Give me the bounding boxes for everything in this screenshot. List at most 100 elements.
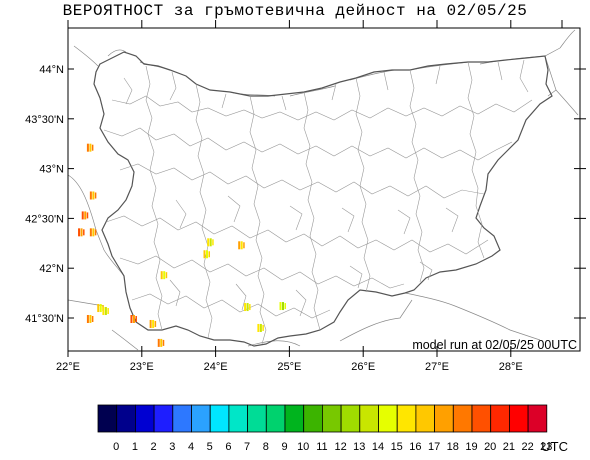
thunder-patch	[86, 314, 94, 323]
thunder-cell	[165, 272, 168, 279]
colorbar-swatch	[508, 404, 529, 433]
thunder-patch	[257, 323, 264, 332]
thunder-cell	[152, 319, 155, 328]
colorbar-swatch	[471, 404, 492, 433]
thunder-cell	[97, 304, 100, 313]
colorbar-swatch	[340, 404, 361, 433]
thunder-cell	[160, 271, 163, 280]
colorbar-label: 17	[428, 441, 440, 453]
lat-tick-label: 43°N	[39, 164, 64, 176]
lon-tick-label: 25°E	[277, 361, 301, 373]
thunder-cell	[92, 191, 95, 200]
thunder-cell	[162, 339, 165, 346]
lat-tick-label: 42°30'N	[25, 213, 64, 225]
neighbour-border	[555, 29, 579, 116]
thunder-cell	[89, 191, 92, 200]
colorbar-swatch	[265, 404, 286, 433]
colorbar-label: 15	[391, 441, 403, 453]
thunder-cell	[84, 211, 87, 220]
colorbar-swatch	[490, 404, 510, 433]
thunder-cell	[94, 192, 97, 199]
colorbar-label: 16	[409, 441, 421, 453]
thunder-patch	[89, 228, 97, 237]
thunder-cell	[282, 302, 285, 311]
thunder-cell	[240, 241, 243, 250]
colorbar-label: 2	[151, 441, 157, 453]
thunder-cell	[212, 239, 214, 246]
lon-tick-label: 28°E	[499, 361, 523, 373]
colorbar-swatch	[359, 404, 379, 433]
colorbar-label: 12	[334, 441, 346, 453]
map-layer	[68, 29, 579, 351]
thunder-cell	[206, 250, 209, 259]
model-run-label: model run at 02/05/25 00UTC	[412, 338, 577, 352]
colorbar-label: 3	[169, 441, 175, 453]
colorbar-swatch	[303, 404, 323, 433]
colorbar-label: 8	[263, 441, 269, 453]
colorbar-label: 4	[188, 441, 194, 453]
thunder-cell	[86, 314, 89, 323]
thunder-cell	[94, 229, 97, 236]
thunder-cell	[80, 228, 83, 237]
thunder-cell	[91, 315, 94, 322]
thunder-cell	[249, 304, 251, 311]
thunderstorm-patches	[78, 143, 287, 347]
colorbar-swatch	[191, 404, 211, 433]
colorbar: 0 1 2 3 4 5 6 7 8 9 10 11 12 13 14 15 16 17 18 19 20 21 22 23UT…	[97, 404, 568, 454]
thunder-patch	[78, 228, 85, 237]
lon-tick-label: 22°E	[56, 361, 80, 373]
colorbar-swatch	[209, 404, 230, 433]
thunder-cell	[238, 241, 241, 250]
thunder-cell	[81, 211, 84, 220]
thunder-cell	[99, 304, 102, 313]
colorbar-label: 14	[372, 441, 384, 453]
colorbar-swatch	[378, 404, 398, 433]
thunder-cell	[244, 303, 247, 312]
colorbar-swatch	[527, 404, 548, 433]
lat-tick-label: 42°N	[39, 263, 64, 275]
thunder-cell	[135, 315, 137, 322]
map-title: ВЕРОЯТНОСТ за гръмотевична дейност на 02…	[62, 2, 528, 20]
colorbar-label: 1	[132, 441, 138, 453]
thunder-cell	[149, 319, 152, 328]
thunder-cell	[257, 323, 260, 332]
colorbar-swatch	[247, 404, 267, 433]
colorbar-swatch	[153, 404, 174, 433]
thunder-cell	[207, 238, 210, 247]
colorbar-label: 18	[447, 441, 459, 453]
colorbar-swatch	[228, 404, 248, 433]
colorbar-label: 5	[207, 441, 213, 453]
colorbar-swatch	[434, 404, 454, 433]
thunder-cell	[243, 242, 245, 249]
colorbar-label: 19	[465, 441, 477, 453]
colorbar-label: 9	[281, 441, 287, 453]
thunder-cell	[102, 307, 105, 316]
thunder-cell	[130, 314, 133, 323]
thunder-patch	[157, 338, 165, 347]
lon-tick-label: 23°E	[130, 361, 154, 373]
thunder-cell	[157, 338, 160, 347]
thunder-patch	[81, 211, 89, 220]
lat-tick-label: 44°N	[39, 64, 64, 76]
colorbar-label: 23	[540, 441, 552, 453]
colorbar-label: 13	[353, 441, 365, 453]
colorbar-swatch	[452, 404, 473, 433]
thunder-patch	[160, 271, 168, 280]
colorbar-swatch	[97, 404, 118, 433]
thunder-patch	[238, 241, 245, 250]
colorbar-unit: UTC	[541, 439, 568, 454]
thunder-cell	[208, 251, 211, 258]
thunder-cell	[154, 320, 157, 327]
thunder-cell	[132, 314, 135, 323]
lon-tick-label: 27°E	[425, 361, 449, 373]
colorbar-label: 11	[316, 441, 327, 453]
thunder-cell	[284, 303, 287, 310]
latitude-axis: 44°N 43°30'N 43°N 42°30'N 42°N 41°30'N	[25, 64, 586, 325]
bulgaria-outline	[93, 51, 553, 347]
thunder-patch	[279, 302, 287, 311]
thunder-cell	[92, 228, 95, 237]
colorbar-swatch	[284, 404, 305, 433]
thunder-patch	[130, 314, 137, 323]
lat-tick-label: 43°30'N	[25, 114, 64, 126]
thunder-cell	[246, 303, 249, 312]
